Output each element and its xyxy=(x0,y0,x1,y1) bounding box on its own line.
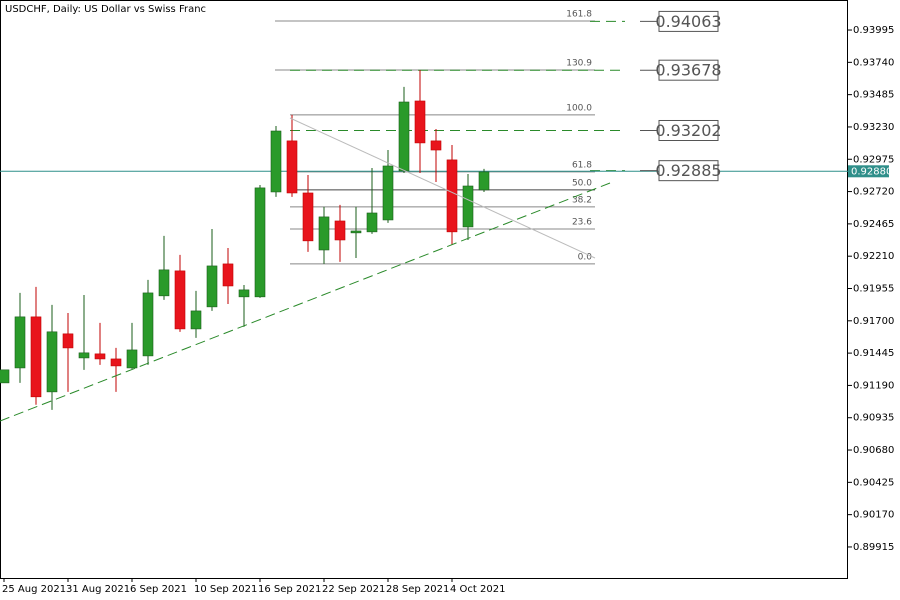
y-tick-label: 0.91955 xyxy=(853,283,894,294)
x-tick-label: 31 Aug 2021 xyxy=(66,584,130,595)
x-tick-label: 6 Sep 2021 xyxy=(130,584,187,595)
fib-label: 130.9 xyxy=(566,58,592,68)
candle-body xyxy=(126,349,138,369)
candle-body xyxy=(334,220,346,241)
x-tick-label: 10 Sep 2021 xyxy=(194,584,257,595)
target-label: 0.93202 xyxy=(655,121,721,140)
candle-body xyxy=(174,270,186,330)
candle-body xyxy=(94,353,106,360)
y-tick-label: 0.93230 xyxy=(853,122,894,133)
fib-label: 23.6 xyxy=(572,217,592,227)
fib-label: 50.0 xyxy=(572,178,592,188)
y-tick-label: 0.89915 xyxy=(853,542,894,553)
candle-body xyxy=(0,369,10,384)
y-tick-label: 0.90680 xyxy=(853,445,894,456)
candle-body xyxy=(30,316,42,398)
y-tick-label: 0.93995 xyxy=(853,25,894,36)
candle-body xyxy=(446,159,458,233)
x-tick-label: 28 Sep 2021 xyxy=(386,584,449,595)
y-tick-label: 0.90425 xyxy=(853,477,894,488)
current-price-box xyxy=(848,165,889,178)
plot-area: 161.8 130.9 100.0 61.8 50.0 38.2 23.6 0.0 xyxy=(0,10,848,410)
x-tick-label: 16 Sep 2021 xyxy=(258,584,321,595)
candle-body xyxy=(238,289,250,298)
y-tick-label: 0.90935 xyxy=(853,413,894,424)
x-tick-label: 4 Oct 2021 xyxy=(450,584,505,595)
y-tick-label: 0.93485 xyxy=(853,90,894,101)
fib-label: 100.0 xyxy=(566,103,592,113)
candle-body xyxy=(414,100,426,144)
candle-body xyxy=(62,333,74,349)
candle-body xyxy=(318,216,330,251)
target-box xyxy=(658,10,719,32)
candle-body xyxy=(302,192,314,242)
target-box xyxy=(658,160,719,182)
candle-body xyxy=(366,212,378,233)
y-tick-label: 0.91700 xyxy=(853,316,894,327)
candle-body xyxy=(350,230,362,234)
target-label: 0.94063 xyxy=(655,12,721,31)
trend-line xyxy=(0,182,611,422)
y-tick-label: 0.92975 xyxy=(853,154,894,165)
candle-body xyxy=(430,140,442,151)
candle-body xyxy=(254,187,266,298)
fib-label: 0.0 xyxy=(578,252,593,262)
y-tick-label: 0.92720 xyxy=(853,187,894,198)
y-tick-label: 0.91445 xyxy=(853,348,894,359)
candle-body xyxy=(382,165,394,221)
y-tick-label: 0.90170 xyxy=(853,510,894,521)
candle-body xyxy=(286,140,298,194)
x-tick-label: 25 Aug 2021 xyxy=(2,584,66,595)
target-box xyxy=(658,59,719,81)
y-tick-label: 0.92465 xyxy=(853,219,894,230)
candle-body xyxy=(190,310,202,330)
fib-label: 161.8 xyxy=(566,10,592,20)
fib-diagonal xyxy=(289,117,596,259)
target-label: 0.92885 xyxy=(655,161,721,180)
target-label: 0.93678 xyxy=(655,61,721,80)
candle-body xyxy=(206,265,218,308)
current-price-label: 0.92880 xyxy=(851,166,892,177)
chart-title: USDCHF, Daily: US Dollar vs Swiss Franc xyxy=(5,4,206,15)
candle-body xyxy=(222,263,234,287)
candle-body xyxy=(78,352,90,359)
candle-body xyxy=(14,316,26,369)
plot-frame xyxy=(0,0,848,579)
candle-body xyxy=(462,185,474,228)
candle-body xyxy=(158,269,170,297)
fib-label: 61.8 xyxy=(572,160,592,170)
candle-body xyxy=(398,101,410,172)
y-tick-label: 0.92210 xyxy=(853,251,894,262)
y-tick-label: 0.93740 xyxy=(853,57,894,68)
candle-body xyxy=(46,331,58,393)
fib-label: 38.2 xyxy=(572,195,592,205)
x-tick-label: 22 Sep 2021 xyxy=(322,584,385,595)
candle-body xyxy=(270,130,282,193)
candle-body xyxy=(142,292,154,357)
target-box xyxy=(658,119,719,141)
y-tick-label: 0.91190 xyxy=(853,380,894,391)
candle-body xyxy=(110,358,122,367)
candle-body xyxy=(478,171,490,191)
